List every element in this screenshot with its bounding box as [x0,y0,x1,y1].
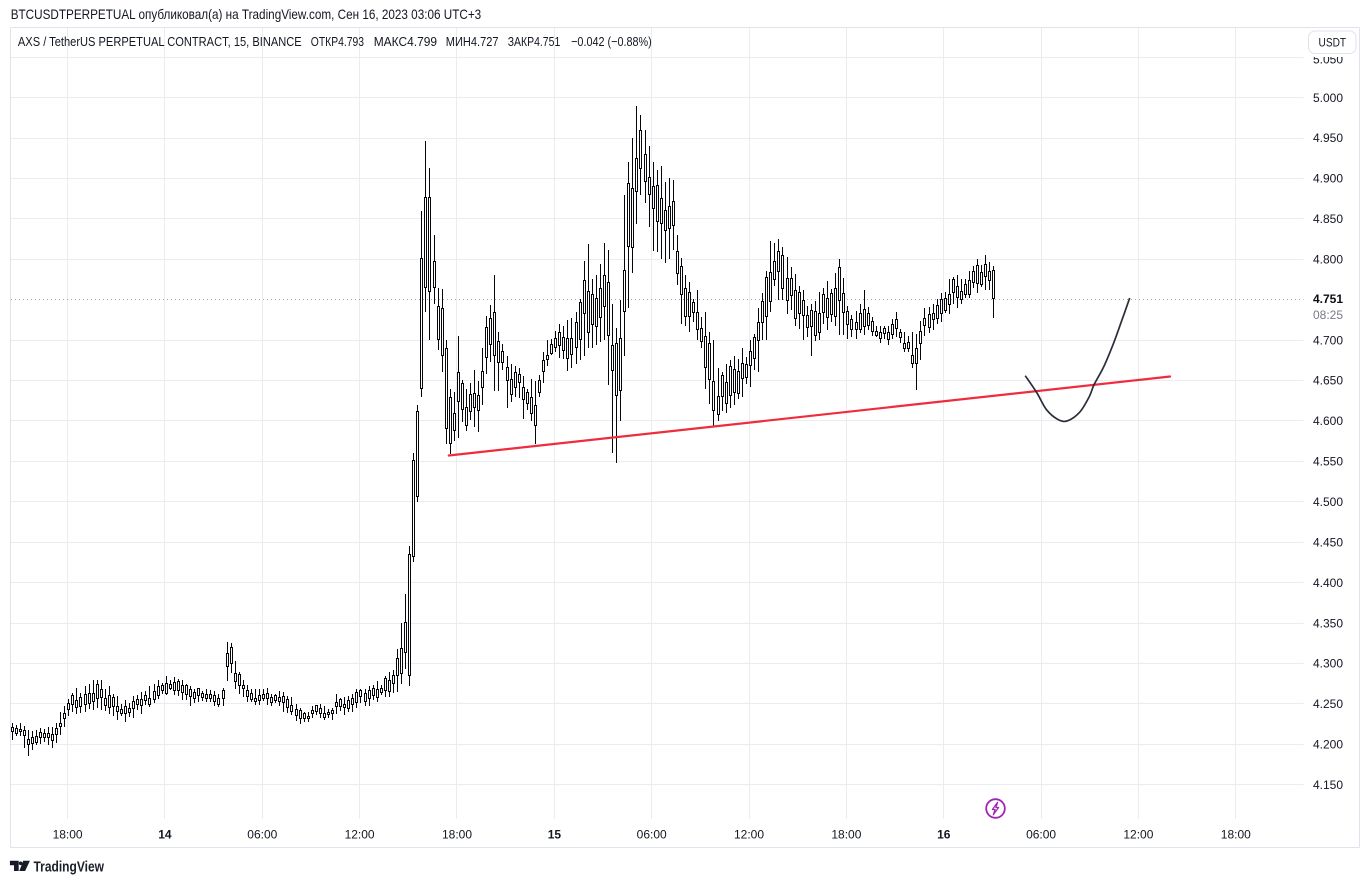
svg-text:4.550: 4.550 [1313,455,1343,469]
svg-text:4.700: 4.700 [1313,333,1343,347]
svg-text:12:00: 12:00 [345,827,375,841]
svg-text:08:25: 08:25 [1313,308,1343,322]
svg-text:14: 14 [158,827,172,841]
svg-text:4.950: 4.950 [1313,131,1343,145]
svg-text:4.150: 4.150 [1313,778,1343,792]
svg-text:TradingView: TradingView [34,859,105,876]
svg-text:18:00: 18:00 [53,827,83,841]
svg-text:16: 16 [937,827,951,841]
svg-text:4.250: 4.250 [1313,697,1343,711]
svg-text:4.800: 4.800 [1313,252,1343,266]
svg-text:5.000: 5.000 [1313,91,1343,105]
svg-text:12:00: 12:00 [734,827,764,841]
svg-text:4.850: 4.850 [1313,212,1343,226]
svg-text:4.400: 4.400 [1313,576,1343,590]
svg-text:−0.042 (−0.88%): −0.042 (−0.88%) [571,34,652,49]
svg-text:06:00: 06:00 [1026,827,1056,841]
svg-text:06:00: 06:00 [247,827,277,841]
svg-text:4.450: 4.450 [1313,535,1343,549]
svg-text:18:00: 18:00 [442,827,472,841]
svg-text:4.600: 4.600 [1313,414,1343,428]
svg-text:4.900: 4.900 [1313,172,1343,186]
svg-text:ОТКР4.793: ОТКР4.793 [311,34,364,49]
svg-text:18:00: 18:00 [1221,827,1251,841]
svg-text:USDT: USDT [1319,37,1347,49]
svg-text:4.350: 4.350 [1313,616,1343,630]
svg-text:ЗАКР4.751: ЗАКР4.751 [508,34,561,49]
svg-text:AXS / TetherUS PERPETUAL CONTR: AXS / TetherUS PERPETUAL CONTRACT, 15, B… [18,34,302,49]
svg-text:12:00: 12:00 [1123,827,1153,841]
svg-text:4.300: 4.300 [1313,657,1343,671]
svg-text:4.751: 4.751 [1313,292,1343,306]
svg-text:4.200: 4.200 [1313,738,1343,752]
svg-text:МИН4.727: МИН4.727 [446,34,499,49]
svg-text:15: 15 [548,827,562,841]
svg-text:18:00: 18:00 [831,827,861,841]
svg-text:06:00: 06:00 [637,827,667,841]
svg-text:BTCUSDTPERPETUAL опубликовал(а: BTCUSDTPERPETUAL опубликовал(а) на Tradi… [11,6,482,22]
svg-text:4.650: 4.650 [1313,374,1343,388]
svg-text:МАКС4.799: МАКС4.799 [374,34,437,49]
svg-text:4.500: 4.500 [1313,495,1343,509]
